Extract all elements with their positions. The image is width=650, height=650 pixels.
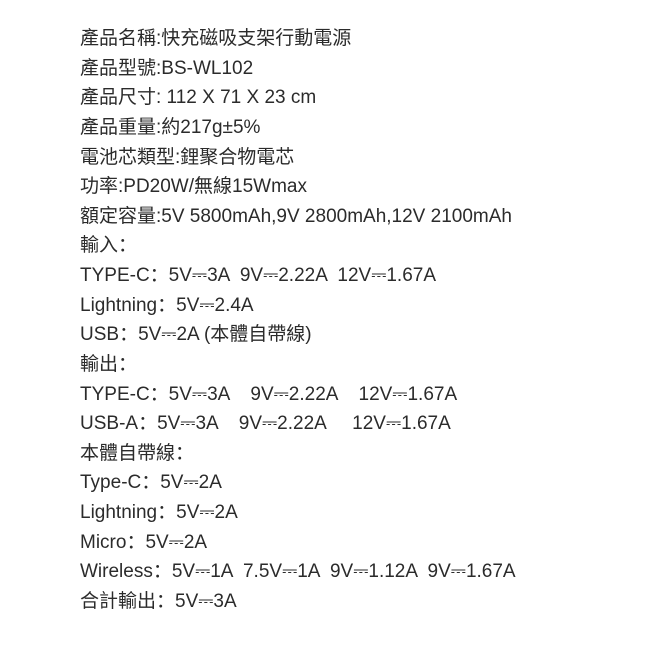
spec-line: 本體自帶線：: [80, 439, 650, 469]
spec-line: 產品重量:約217g±5%: [80, 113, 650, 143]
spec-line: USB：5V⎓2A (本體自帶線): [80, 320, 650, 350]
spec-line: Wireless：5V⎓1A 7.5V⎓1A 9V⎓1.12A 9V⎓1.67A: [80, 557, 650, 587]
spec-line: TYPE-C：5V⎓3A 9V⎓2.22A 12V⎓1.67A: [80, 380, 650, 410]
spec-line: 合計輸出：5V⎓3A: [80, 587, 650, 617]
spec-line: 產品型號:BS-WL102: [80, 54, 650, 84]
spec-line: Type-C：5V⎓2A: [80, 468, 650, 498]
spec-line: 功率:PD20W/無線15Wmax: [80, 172, 650, 202]
spec-line: Micro：5V⎓2A: [80, 528, 650, 558]
spec-sheet: 產品名稱:快充磁吸支架行動電源 產品型號:BS-WL102 產品尺寸: 112 …: [0, 0, 650, 617]
spec-line: Lightning：5V⎓2.4A: [80, 291, 650, 321]
spec-line: 產品名稱:快充磁吸支架行動電源: [80, 24, 650, 54]
spec-line: 額定容量:5V 5800mAh,9V 2800mAh,12V 2100mAh: [80, 202, 650, 232]
spec-line: 電池芯類型:鋰聚合物電芯: [80, 143, 650, 173]
spec-line: 產品尺寸: 112 X 71 X 23 cm: [80, 83, 650, 113]
spec-line: TYPE-C：5V⎓3A 9V⎓2.22A 12V⎓1.67A: [80, 261, 650, 291]
spec-line: 輸入：: [80, 231, 650, 261]
spec-line: Lightning：5V⎓2A: [80, 498, 650, 528]
spec-line: 輸出：: [80, 350, 650, 380]
spec-line: USB-A：5V⎓3A 9V⎓2.22A 12V⎓1.67A: [80, 409, 650, 439]
